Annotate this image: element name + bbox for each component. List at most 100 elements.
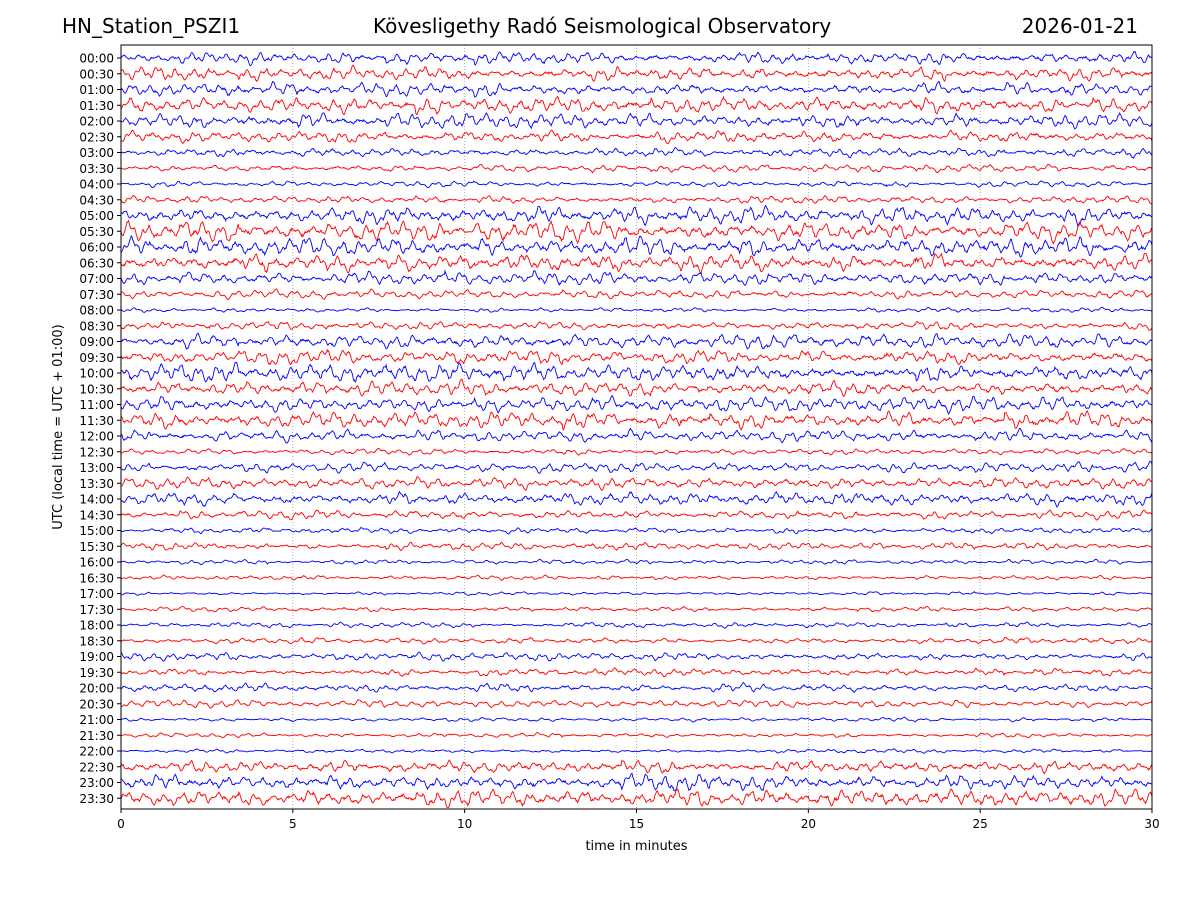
trace-0230 (120, 129, 1153, 145)
y-tick-label: 07:00 (79, 272, 114, 286)
trace-2030 (120, 699, 1153, 709)
trace-0900 (120, 332, 1153, 350)
trace-1630 (120, 574, 1153, 581)
y-tick-label: 00:30 (79, 67, 114, 81)
trace-1100 (120, 394, 1153, 416)
trace-0830 (120, 320, 1153, 331)
y-tick-label: 22:30 (79, 760, 114, 774)
y-tick-label: 15:30 (79, 540, 114, 554)
trace-0330 (121, 163, 1153, 174)
trace-0700 (120, 269, 1153, 287)
trace-2100 (120, 716, 1153, 723)
y-tick-label: 05:30 (79, 225, 114, 239)
trace-0730 (120, 288, 1153, 301)
trace-0800 (120, 306, 1153, 313)
trace-1000 (120, 361, 1153, 383)
trace-1930 (120, 667, 1153, 678)
trace-0030 (120, 64, 1153, 83)
y-tick-label: 18:00 (79, 619, 114, 633)
y-tick-label: 21:00 (79, 713, 114, 727)
trace-0930 (120, 348, 1153, 366)
trace-2330 (120, 787, 1153, 809)
y-tick-label: 11:30 (79, 414, 114, 428)
trace-1730 (121, 606, 1153, 613)
x-tick-label: 25 (973, 817, 988, 831)
x-axis-label: time in minutes (585, 839, 687, 854)
trace-1330 (120, 476, 1153, 492)
trace-2000 (120, 681, 1153, 693)
y-tick-label: 14:30 (79, 508, 114, 522)
y-tick-label: 17:00 (79, 587, 114, 601)
y-tick-label: 20:00 (79, 682, 114, 696)
y-tick-label: 12:00 (79, 430, 114, 444)
trace-0130 (120, 95, 1153, 116)
trace-0400 (121, 180, 1153, 189)
y-tick-label: 04:00 (79, 178, 114, 192)
trace-1030 (120, 378, 1153, 397)
y-tick-label: 09:30 (79, 351, 114, 365)
y-tick-label: 23:00 (79, 776, 114, 790)
y-tick-label: 23:30 (79, 792, 114, 806)
trace-2300 (120, 773, 1153, 792)
trace-1830 (120, 637, 1153, 645)
y-tick-label: 03:00 (79, 146, 114, 160)
trace-1500 (120, 526, 1153, 535)
y-tick-label: 08:00 (79, 304, 114, 318)
trace-1200 (120, 427, 1153, 444)
y-tick-label: 02:30 (79, 130, 114, 144)
y-tick-label: 01:00 (79, 83, 114, 97)
y-tick-label: 18:30 (79, 634, 114, 648)
trace-0300 (120, 147, 1153, 160)
y-axis-label: UTC (local time = UTC + 01:00) (51, 324, 66, 529)
y-tick-label: 17:30 (79, 603, 114, 617)
y-tick-label: 07:30 (79, 288, 114, 302)
trace-1130 (120, 409, 1153, 431)
trace-2230 (120, 759, 1153, 774)
y-tick-label: 15:00 (79, 524, 114, 538)
y-tick-label: 14:00 (79, 493, 114, 507)
trace-1300 (120, 460, 1153, 474)
trace-0500 (120, 204, 1153, 227)
trace-1400 (120, 490, 1153, 508)
trace-0430 (120, 194, 1153, 205)
y-tick-label: 22:00 (79, 745, 114, 759)
y-tick-label: 19:30 (79, 666, 114, 680)
trace-0630 (120, 252, 1153, 274)
trace-1230 (120, 448, 1153, 456)
y-tick-label: 06:30 (79, 256, 114, 270)
y-tick-label: 12:30 (79, 445, 114, 459)
y-tick-label: 19:00 (79, 650, 114, 664)
trace-1430 (120, 509, 1153, 521)
y-tick-label: 08:30 (79, 319, 114, 333)
trace-1530 (120, 541, 1153, 552)
trace-2200 (121, 748, 1153, 754)
trace-1800 (120, 621, 1153, 629)
y-tick-label: 13:00 (79, 461, 114, 475)
x-tick-label: 30 (1144, 817, 1159, 831)
x-tick-label: 5 (289, 817, 297, 831)
y-tick-label: 16:00 (79, 556, 114, 570)
trace-1700 (121, 591, 1153, 596)
y-tick-label: 02:00 (79, 115, 114, 129)
trace-0530 (120, 219, 1153, 245)
x-tick-label: 15 (629, 817, 644, 831)
y-tick-label: 10:00 (79, 367, 114, 381)
y-tick-label: 06:00 (79, 241, 114, 255)
y-tick-label: 09:00 (79, 335, 114, 349)
y-tick-label: 04:30 (79, 193, 114, 207)
trace-0100 (120, 80, 1153, 98)
trace-1600 (120, 558, 1153, 565)
y-tick-label: 20:30 (79, 697, 114, 711)
y-tick-label: 21:30 (79, 729, 114, 743)
x-tick-label: 10 (457, 817, 472, 831)
x-tick-label: 20 (801, 817, 816, 831)
y-tick-label: 10:30 (79, 382, 114, 396)
trace-2130 (120, 732, 1153, 739)
chart-title: Kövesligethy Radó Seismological Observat… (373, 14, 832, 38)
y-tick-label: 16:30 (79, 571, 114, 585)
trace-0200 (120, 111, 1153, 130)
x-tick-label: 0 (117, 817, 125, 831)
trace-0000 (120, 50, 1153, 67)
